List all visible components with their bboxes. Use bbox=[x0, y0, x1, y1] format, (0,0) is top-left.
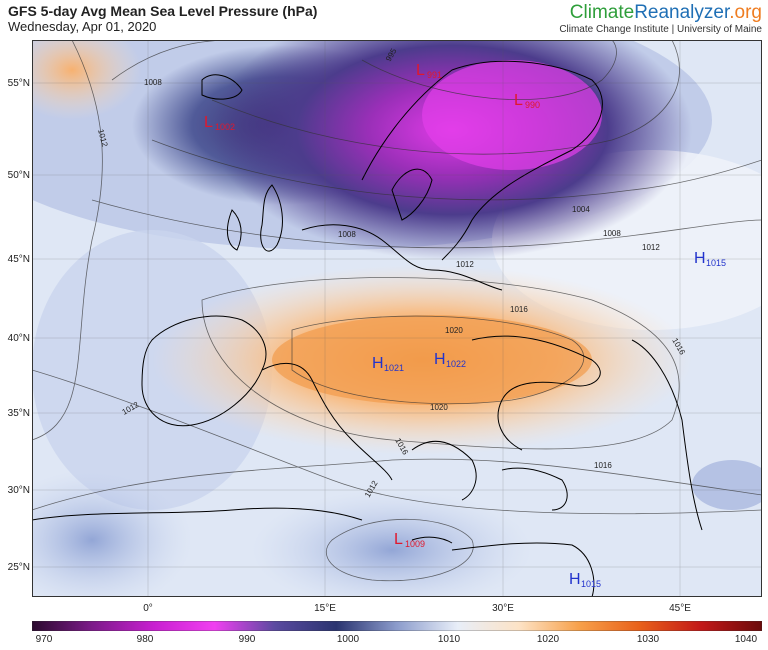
pressure-center-low-1009: L 1009 bbox=[394, 531, 425, 549]
brand-part-1: Climate bbox=[569, 2, 635, 23]
colorbar-label: 990 bbox=[238, 634, 256, 645]
lat-label: 40°N bbox=[7, 333, 30, 344]
lon-label: 15°E bbox=[314, 603, 336, 614]
pressure-center-low-991: L 991 bbox=[416, 62, 442, 80]
center-letter: H bbox=[569, 571, 581, 588]
lat-label: 25°N bbox=[7, 562, 30, 573]
brand-logo[interactable]: ClimateReanalyzer.org bbox=[570, 2, 762, 24]
lat-label: 45°N bbox=[7, 254, 30, 265]
colorbar-label: 970 bbox=[35, 634, 53, 645]
center-value: 1021 bbox=[384, 363, 404, 373]
brand-part-3: .org bbox=[729, 2, 762, 23]
pressure-center-high-1015-east: H 1015 bbox=[694, 250, 726, 268]
center-letter: H bbox=[434, 351, 446, 368]
colorbar-label: 1020 bbox=[536, 634, 560, 645]
map-frame bbox=[32, 40, 762, 597]
pressure-center-low-990: L 990 bbox=[514, 92, 540, 110]
lat-label: 50°N bbox=[7, 170, 30, 181]
lon-label: 0° bbox=[143, 603, 153, 614]
pressure-center-high-1015-south: H 1015 bbox=[569, 571, 601, 589]
center-letter: L bbox=[204, 114, 213, 131]
colorbar-label: 1010 bbox=[437, 634, 461, 645]
colorbar-label: 980 bbox=[136, 634, 154, 645]
center-value: 1002 bbox=[215, 122, 235, 132]
lat-label: 30°N bbox=[7, 485, 30, 496]
center-letter: L bbox=[394, 531, 403, 548]
lat-label: 35°N bbox=[7, 408, 30, 419]
pressure-map: 1008 1012 995 1004 1008 1008 1012 1016 1… bbox=[32, 40, 762, 597]
institution-label: Climate Change Institute | University of… bbox=[559, 24, 762, 35]
graticule bbox=[32, 40, 762, 597]
isobar-label: 1016 bbox=[594, 461, 612, 470]
center-value: 1015 bbox=[581, 579, 601, 589]
center-letter: L bbox=[514, 92, 523, 109]
isobar-label: 1008 bbox=[338, 230, 356, 239]
date-subtitle: Wednesday, Apr 01, 2020 bbox=[8, 19, 157, 34]
center-value: 991 bbox=[427, 70, 442, 80]
lat-label: 55°N bbox=[7, 78, 30, 89]
isobar-label: 1012 bbox=[456, 260, 474, 269]
pressure-center-high-1021: H 1021 bbox=[372, 355, 404, 373]
isobar-label: 1020 bbox=[430, 403, 448, 412]
isobar-label: 1016 bbox=[510, 305, 528, 314]
colorbar-label: 1040 bbox=[734, 634, 758, 645]
isobar-label: 1008 bbox=[144, 78, 162, 87]
center-value: 1015 bbox=[706, 258, 726, 268]
coastlines bbox=[32, 60, 703, 597]
center-value: 1022 bbox=[446, 359, 466, 369]
center-letter: H bbox=[372, 355, 384, 372]
colorbar-label: 1030 bbox=[636, 634, 660, 645]
pressure-center-low-1002: L 1002 bbox=[204, 114, 235, 132]
page-title: GFS 5-day Avg Mean Sea Level Pressure (h… bbox=[8, 3, 318, 19]
center-value: 990 bbox=[525, 100, 540, 110]
isobar-lines bbox=[32, 40, 762, 582]
brand-part-2: Reanalyzer bbox=[634, 2, 730, 23]
pressure-colorbar bbox=[32, 621, 762, 631]
isobar-label: 1004 bbox=[572, 205, 590, 214]
lon-label: 45°E bbox=[669, 603, 691, 614]
colorbar-label: 1000 bbox=[336, 634, 360, 645]
center-letter: L bbox=[416, 62, 425, 79]
lon-label: 30°E bbox=[492, 603, 514, 614]
isobar-label: 1020 bbox=[445, 326, 463, 335]
center-value: 1009 bbox=[405, 539, 425, 549]
pressure-centers: L 1002 L 991 L 990 H 1015 H 1021 H 1022 … bbox=[204, 62, 726, 589]
isobar-label: 1012 bbox=[642, 243, 660, 252]
pressure-center-high-1022: H 1022 bbox=[434, 351, 466, 369]
center-letter: H bbox=[694, 250, 706, 267]
isobar-label: 1008 bbox=[603, 229, 621, 238]
